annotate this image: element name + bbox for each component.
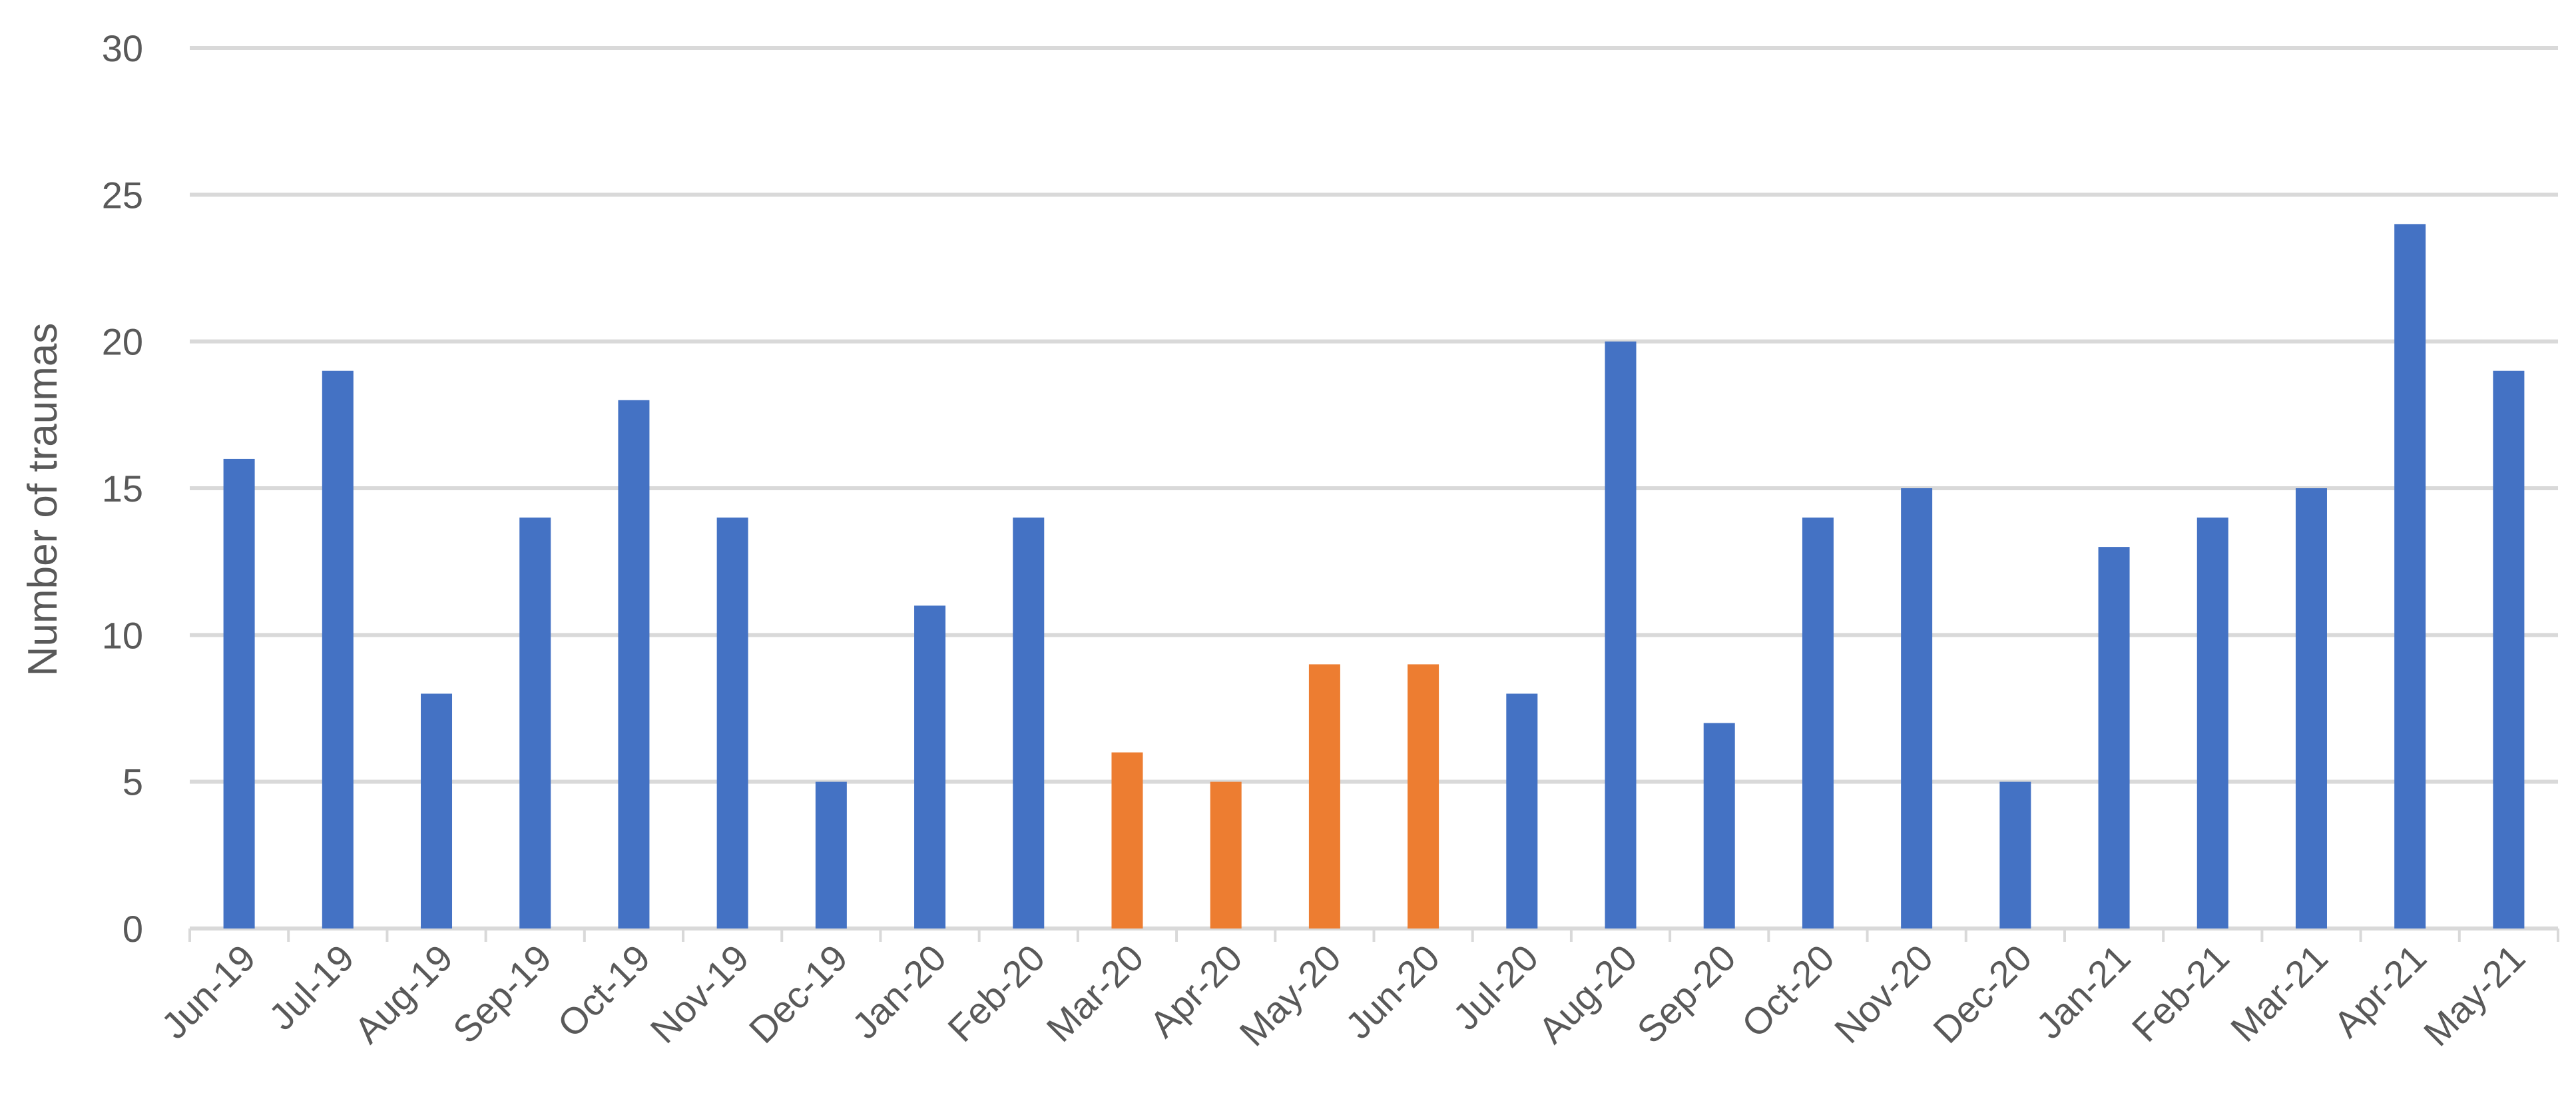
bar-Mar-21 bbox=[2295, 488, 2327, 928]
x-tick-label: Apr-20 bbox=[1141, 936, 1250, 1045]
x-tick-label: Dec-19 bbox=[741, 936, 856, 1051]
x-tick-label: Jan-20 bbox=[844, 936, 954, 1047]
bar-Jun-19 bbox=[223, 458, 255, 928]
bar-Oct-20 bbox=[1802, 518, 1834, 928]
bar-Dec-19 bbox=[815, 781, 847, 928]
y-axis-title: Number of traumas bbox=[20, 323, 66, 677]
x-tick-label: Nov-20 bbox=[1826, 936, 1941, 1051]
y-tick-label: 25 bbox=[102, 174, 143, 216]
bar-Mar-20 bbox=[1111, 752, 1143, 928]
bar-Nov-20 bbox=[1901, 488, 1933, 928]
y-tick-label: 15 bbox=[102, 468, 143, 510]
x-tick-label: Nov-19 bbox=[642, 936, 756, 1051]
x-tick-label: Sep-20 bbox=[1629, 936, 1743, 1051]
bar-May-20 bbox=[1308, 664, 1340, 928]
y-tick-label: 30 bbox=[102, 27, 143, 69]
x-tick-label: Mar-21 bbox=[2222, 936, 2336, 1050]
x-tick-label: Feb-21 bbox=[2124, 936, 2237, 1050]
bar-Sep-20 bbox=[1703, 723, 1735, 928]
bar-Oct-19 bbox=[618, 400, 650, 928]
x-tick-label: Mar-20 bbox=[1038, 936, 1151, 1050]
x-tick-label: Aug-20 bbox=[1530, 936, 1645, 1051]
x-tick-label: Oct-20 bbox=[1734, 936, 1842, 1045]
x-axis-tick-labels: Jun-19Jul-19Aug-19Sep-19Oct-19Nov-19Dec-… bbox=[153, 936, 2533, 1054]
x-axis bbox=[188, 926, 2559, 942]
bar-Aug-19 bbox=[421, 693, 453, 928]
y-tick-label: 0 bbox=[123, 908, 143, 950]
y-tick-label: 10 bbox=[102, 614, 143, 656]
x-tick-label: Apr-21 bbox=[2326, 936, 2434, 1045]
bar-Jan-20 bbox=[914, 605, 946, 928]
x-tick-label: Dec-20 bbox=[1925, 936, 2039, 1051]
bar-Jul-19 bbox=[322, 370, 354, 928]
x-tick-label: Jan-21 bbox=[2028, 936, 2139, 1047]
bar-Feb-20 bbox=[1013, 518, 1045, 928]
bar-Feb-21 bbox=[2196, 518, 2228, 928]
bar-Jun-20 bbox=[1408, 664, 1439, 928]
gridlines bbox=[190, 46, 2558, 784]
y-axis-tick-labels: 0 5 10 15 20 25 30 bbox=[102, 27, 143, 950]
bar-Nov-19 bbox=[716, 518, 748, 928]
bar-Jan-21 bbox=[2098, 547, 2130, 928]
x-tick-label: Jun-20 bbox=[1337, 936, 1447, 1047]
x-tick-label: Feb-20 bbox=[939, 936, 1053, 1050]
y-tick-label: 20 bbox=[102, 321, 143, 363]
x-tick-label: May-20 bbox=[1231, 936, 1349, 1054]
bar-Apr-20 bbox=[1210, 781, 1242, 928]
bar-May-21 bbox=[2493, 370, 2525, 928]
bars bbox=[223, 224, 2525, 928]
x-tick-label: Oct-19 bbox=[549, 936, 658, 1045]
x-tick-label: Sep-19 bbox=[445, 936, 559, 1051]
y-tick-label: 5 bbox=[123, 761, 143, 803]
bar-Aug-20 bbox=[1605, 341, 1637, 928]
x-tick-label: Aug-19 bbox=[346, 936, 461, 1051]
bar-Dec-20 bbox=[1999, 781, 2031, 928]
bar-Jul-20 bbox=[1506, 693, 1538, 928]
x-tick-label: Jun-19 bbox=[153, 936, 264, 1047]
bar-Apr-21 bbox=[2394, 224, 2426, 928]
bar-Sep-19 bbox=[519, 518, 551, 928]
x-tick-label: May-21 bbox=[2416, 936, 2533, 1054]
